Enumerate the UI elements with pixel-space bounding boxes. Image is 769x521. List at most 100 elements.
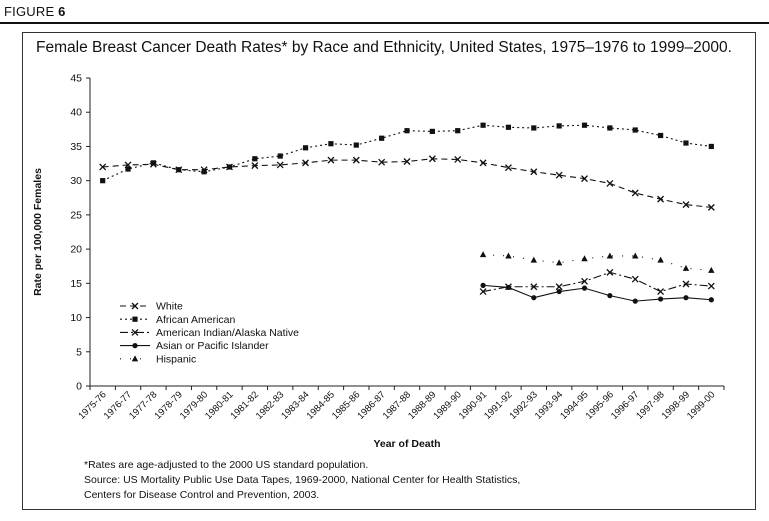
point-hispanic: [479, 251, 487, 258]
legend-swatch-marker: [131, 355, 139, 362]
point-hispanic: [530, 256, 537, 263]
point-african-american: [556, 123, 562, 129]
y-tick-label: 45: [70, 73, 82, 85]
series-african-american: [100, 122, 714, 184]
point-white: [530, 168, 538, 176]
y-tick-label: 10: [70, 312, 82, 324]
point-african-american: [150, 160, 156, 166]
chart-title: Female Breast Cancer Death Rates* by Rac…: [36, 39, 732, 56]
legend-label: African American: [156, 314, 236, 326]
point-white: [276, 161, 284, 169]
point-african-american: [581, 122, 588, 128]
point-african-american: [176, 167, 182, 173]
point-african-american: [328, 141, 334, 147]
footnote-age-adjusted: *Rates are age-adjusted to the 2000 US s…: [84, 459, 369, 471]
marker-stroke: [555, 283, 563, 291]
point-african-american: [201, 169, 207, 175]
point-white: [251, 162, 259, 170]
point-hispanic: [632, 252, 639, 259]
marker-stroke: [682, 280, 690, 288]
point-white: [504, 164, 512, 172]
series-asian-or-pacific-islander: [480, 282, 714, 304]
marker-stroke: [403, 158, 411, 165]
point-hispanic: [555, 259, 563, 266]
legend-label: White: [156, 301, 183, 313]
top-rule: [0, 22, 769, 24]
legend-swatch-marker: [132, 343, 138, 349]
point-african-american: [683, 140, 689, 146]
legend-item-white: White: [120, 301, 183, 313]
legend-swatch-marker: [131, 328, 139, 336]
series-line-asian-or-pacific-islander: [483, 284, 712, 302]
point-white: [581, 175, 588, 183]
marker-stroke: [606, 268, 614, 276]
point-asian-or-pacific-islander: [531, 295, 537, 301]
y-tick-label: 35: [70, 141, 82, 153]
legend-item-american-indian-alaska-native: American Indian/Alaska Native: [120, 327, 299, 339]
point-asian-or-pacific-islander: [581, 285, 588, 291]
point-american-indian-alaska-native: [581, 277, 588, 285]
point-african-american: [277, 153, 283, 159]
figure-label: FIGURE 6: [4, 4, 66, 19]
y-tick-label: 40: [70, 107, 82, 119]
legend-item-asian-or-pacific-islander: Asian or Pacific Islander: [120, 340, 269, 352]
legend-swatch-marker: [131, 302, 139, 310]
point-asian-or-pacific-islander: [556, 288, 562, 295]
marker-stroke: [682, 201, 690, 209]
point-american-indian-alaska-native: [530, 283, 538, 291]
marker-stroke: [530, 283, 538, 291]
marker-stroke: [131, 328, 139, 336]
legend-label: American Indian/Alaska Native: [156, 327, 299, 339]
y-tick-label: 15: [70, 278, 82, 290]
point-white: [479, 159, 487, 167]
point-hispanic: [657, 256, 664, 263]
marker-stroke: [657, 195, 665, 203]
point-hispanic: [505, 252, 512, 259]
point-american-indian-alaska-native: [707, 282, 715, 290]
x-tick-label: 1999-00: [685, 389, 717, 421]
point-white: [606, 179, 614, 187]
point-american-indian-alaska-native: [606, 268, 614, 276]
point-african-american: [252, 156, 258, 162]
legend-swatch-marker: [132, 316, 138, 322]
series-line-american-indian-alaska-native: [482, 271, 712, 293]
point-african-american: [379, 135, 385, 141]
point-african-american: [125, 166, 131, 172]
point-african-american: [632, 127, 638, 133]
y-tick-label: 0: [76, 381, 82, 393]
marker-stroke: [631, 189, 639, 197]
marker-stroke: [302, 159, 310, 167]
point-african-american: [100, 178, 106, 184]
marker-stroke: [707, 203, 715, 211]
series-line-white: [102, 158, 712, 208]
point-hispanic: [708, 266, 715, 273]
marker-stroke: [276, 161, 284, 169]
legend-item-african-american: African American: [120, 314, 236, 326]
point-african-american: [226, 164, 233, 170]
marker-stroke: [707, 282, 715, 290]
point-hispanic: [682, 264, 690, 271]
point-african-american: [658, 132, 664, 139]
point-white: [327, 156, 335, 164]
series-group: [99, 122, 715, 304]
point-asian-or-pacific-islander: [632, 298, 638, 304]
point-white: [403, 158, 411, 165]
point-african-american: [607, 125, 613, 131]
point-african-american: [708, 143, 714, 150]
point-american-indian-alaska-native: [631, 275, 639, 283]
point-asian-or-pacific-islander: [480, 282, 486, 288]
point-white: [682, 201, 690, 209]
point-white: [631, 189, 639, 197]
point-asian-or-pacific-islander: [708, 297, 714, 303]
point-white: [657, 195, 665, 203]
figure-frame: [22, 32, 756, 510]
point-asian-or-pacific-islander: [505, 284, 512, 291]
point-hispanic: [606, 252, 614, 259]
y-tick-label: 5: [76, 346, 82, 358]
marker-stroke: [428, 155, 436, 163]
point-african-american: [353, 142, 359, 148]
y-tick-label: 30: [70, 175, 82, 187]
point-african-american: [505, 124, 512, 130]
marker-stroke: [657, 288, 665, 296]
